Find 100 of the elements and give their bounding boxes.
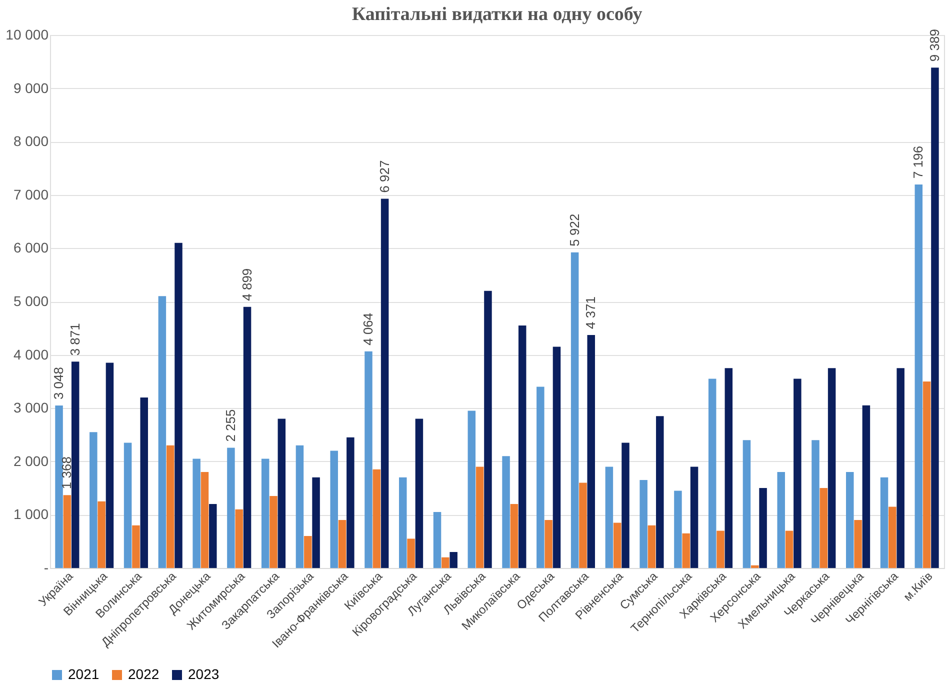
bar	[622, 442, 630, 568]
bar	[243, 306, 252, 568]
bar	[613, 522, 622, 568]
bar	[682, 533, 690, 568]
bar	[862, 405, 870, 568]
bar	[304, 536, 312, 568]
bar	[690, 466, 698, 568]
data-label: 9 389	[926, 29, 942, 62]
bar	[914, 184, 923, 568]
bar	[55, 406, 63, 568]
y-tick-label: 5 000	[13, 293, 49, 309]
y-tick-label: 2 000	[13, 452, 49, 469]
data-label: 5 922	[566, 214, 582, 246]
data-label: 6 927	[376, 160, 392, 193]
bar	[510, 504, 518, 568]
bar	[261, 458, 270, 568]
bar	[922, 381, 931, 568]
legend-label: 2023	[188, 666, 220, 682]
bar	[605, 466, 614, 568]
y-tick-label: 1 000	[13, 506, 49, 522]
bar	[132, 525, 140, 568]
y-tick-label: 8 000	[13, 133, 49, 150]
bar	[90, 432, 98, 568]
bar	[476, 466, 484, 568]
y-tick-label: 9 000	[13, 80, 49, 96]
bar	[931, 68, 939, 568]
legend-label: 2021	[68, 666, 100, 682]
bar	[502, 456, 510, 568]
bar	[794, 378, 802, 568]
bar	[468, 410, 476, 568]
bar	[570, 252, 579, 568]
bar	[785, 530, 794, 568]
bar	[656, 416, 664, 568]
bar	[828, 368, 836, 568]
bar	[227, 448, 235, 568]
data-label: 3 048	[51, 366, 66, 400]
legend-label: 2022	[128, 666, 160, 682]
bar	[209, 504, 217, 568]
bar	[450, 552, 458, 568]
chart-title: Капітальні видатки на одну особу	[352, 4, 643, 25]
data-label: 2 255	[222, 409, 238, 442]
bar	[896, 368, 904, 568]
bar	[63, 495, 72, 568]
bar	[820, 488, 828, 568]
bar	[544, 520, 552, 568]
bar	[846, 472, 854, 568]
bar	[312, 477, 320, 568]
bar	[192, 458, 200, 568]
bar	[674, 490, 682, 568]
bar	[484, 290, 492, 568]
data-label: 1 368	[59, 456, 74, 490]
y-tick-label: 7 000	[13, 186, 49, 202]
bar	[158, 296, 166, 568]
bar	[888, 506, 896, 568]
bar	[854, 520, 862, 568]
bar	[433, 512, 442, 568]
data-label: 4 371	[583, 296, 598, 330]
bar	[751, 565, 759, 568]
y-tick-label: -	[44, 560, 49, 576]
bar	[124, 442, 132, 568]
bar	[587, 335, 595, 568]
bar	[552, 346, 561, 568]
bar	[742, 440, 751, 568]
bar	[200, 472, 209, 568]
data-label: 4 899	[239, 268, 254, 301]
bar	[166, 445, 174, 568]
data-label: 4 064	[360, 312, 376, 346]
y-tick-label: 3 000	[13, 400, 49, 416]
bar	[380, 198, 389, 568]
bar	[399, 477, 407, 568]
bar	[174, 242, 182, 568]
bar	[106, 362, 114, 568]
bar	[415, 418, 424, 568]
bar	[372, 469, 381, 568]
bar	[346, 437, 354, 568]
bar	[880, 477, 888, 568]
bar	[338, 520, 346, 568]
y-tick-label: 4 000	[13, 346, 49, 362]
data-label: 3 871	[67, 323, 82, 356]
y-tick-label: 10 000	[6, 26, 49, 42]
bar	[235, 509, 243, 568]
bar	[716, 530, 724, 568]
bar	[270, 496, 278, 568]
data-label: 7 196	[910, 146, 926, 178]
bar	[648, 525, 656, 568]
bar	[640, 480, 648, 568]
bar	[330, 450, 338, 568]
bar	[98, 501, 106, 568]
bar	[407, 538, 415, 568]
bar	[278, 418, 286, 568]
bar	[71, 362, 80, 568]
bar	[518, 325, 526, 568]
bar	[708, 378, 716, 568]
bar	[759, 488, 767, 568]
y-tick-label: 6 000	[13, 240, 49, 256]
bar	[777, 472, 785, 568]
bar	[812, 440, 820, 568]
bar	[579, 482, 587, 568]
bar	[724, 368, 733, 568]
bar	[140, 397, 148, 568]
